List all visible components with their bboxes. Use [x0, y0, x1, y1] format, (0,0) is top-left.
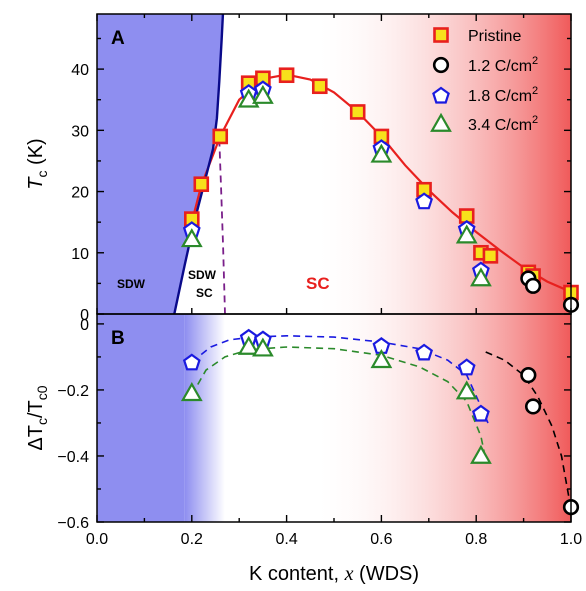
data-point-b-triangle — [180, 382, 203, 402]
legend-label-1.2: 1.2 C/cm2 — [468, 55, 538, 75]
data-point-a-triangle — [180, 228, 203, 248]
y-tick-label-a: 30 — [71, 123, 89, 140]
data-point-b-triangle — [455, 380, 478, 400]
y-tick-label-a: 0 — [80, 307, 89, 324]
data-point-b-triangle — [370, 349, 393, 369]
legend-label-1.8: 1.8 C/cm2 — [468, 85, 538, 105]
legend-label-3.4: 3.4 C/cm2 — [468, 114, 538, 134]
sc-dome-curve — [190, 73, 571, 294]
x-tick-label: 0.2 — [181, 531, 203, 548]
data-point-b-triangle — [470, 444, 492, 464]
data-point-b-circle — [520, 366, 537, 384]
markers-panel-b — [180, 328, 580, 516]
x-tick-label: 0.0 — [86, 531, 108, 548]
y-tick-label-b: −0.2 — [57, 383, 89, 400]
data-point-b-triangle — [237, 335, 260, 355]
y-tick-label-b: −0.6 — [57, 515, 89, 532]
legend: Pristine 1.2 C/cm2 1.8 C/cm2 3.4 C/cm2 — [430, 27, 538, 134]
x-tick-label: 1.0 — [560, 531, 582, 548]
x-axis-label: K content, x (WDS) — [249, 563, 419, 585]
data-point-a-square — [311, 78, 328, 95]
sdw-sc-boundary-line — [218, 139, 226, 314]
region-label-sc: SC — [306, 274, 330, 293]
data-point-a-square — [212, 128, 229, 145]
sdw-region-b — [97, 314, 185, 522]
legend-marker-circle — [432, 56, 450, 74]
y-tick-label-a: 40 — [71, 62, 89, 79]
region-label-sdw-sc-top: SDW — [188, 268, 217, 282]
data-point-a-pentagon — [415, 192, 433, 210]
fit-curve-1.8 — [191, 334, 489, 424]
region-label-sdw: SDW — [117, 277, 146, 291]
x-tick-label: 0.8 — [465, 531, 487, 548]
data-point-a-triangle — [252, 84, 274, 104]
y-axis-label-a: Tc (K) — [25, 138, 50, 189]
data-point-a-square — [193, 176, 210, 193]
y-tick-label-b: 0 — [80, 317, 89, 334]
sdw-boundary-line — [173, 14, 225, 314]
data-point-b-pentagon — [457, 358, 476, 376]
data-point-a-square — [482, 248, 499, 264]
sdw-fade-b — [184, 314, 225, 522]
data-point-a-square — [349, 104, 366, 120]
fit-curve-3.4 — [191, 346, 487, 460]
legend-label-pristine: Pristine — [468, 28, 521, 45]
panel-label-a: A — [111, 28, 125, 49]
legend-marker-pentagon — [432, 86, 450, 104]
data-point-a-triangle — [370, 143, 393, 163]
data-point-a-circle — [524, 277, 542, 294]
data-point-a-square — [278, 67, 295, 84]
x-tick-label: 0.4 — [275, 531, 297, 548]
legend-marker-triangle — [430, 112, 452, 132]
legend-marker-square — [433, 27, 449, 43]
panel-a-background — [97, 14, 571, 314]
y-axis-label-b: ΔTc/Tc0 — [25, 385, 50, 450]
y-tick-label-a: 20 — [71, 185, 89, 202]
data-point-b-pentagon — [415, 343, 433, 361]
axis-ticks: 0 10 20 30 40 0 −0.2 −0.4 −0.60.0 0.2 0.4 0.6 0.8 1.0 — [57, 14, 582, 548]
data-point-a-triangle — [455, 224, 478, 244]
data-point-b-triangle — [252, 337, 274, 357]
data-point-b-pentagon — [182, 353, 201, 371]
panel-label-b: B — [111, 328, 125, 349]
y-tick-label-b: −0.4 — [57, 449, 89, 466]
data-point-b-circle — [524, 398, 542, 415]
data-point-a-triangle — [470, 267, 492, 287]
x-tick-label: 0.6 — [370, 531, 392, 548]
region-label-sdw-sc-bottom: SC — [196, 286, 213, 300]
y-tick-label-a: 10 — [71, 246, 89, 263]
data-point-b-pentagon — [472, 404, 490, 422]
legend-markers — [430, 27, 452, 132]
sdw-region-a — [97, 14, 223, 314]
panel-b-background — [97, 314, 571, 522]
